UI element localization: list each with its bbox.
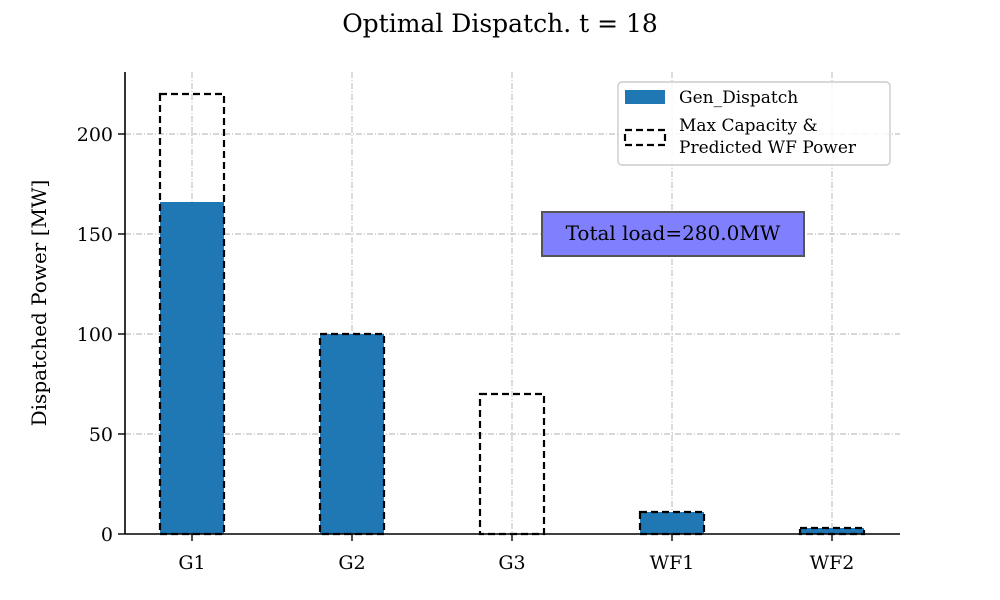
legend-label-capacity-line1: Max Capacity &	[679, 116, 818, 136]
legend-frame	[617, 81, 891, 166]
dispatch-bar	[160, 202, 224, 534]
y-axis-label: Dispatched Power [MW]	[27, 180, 51, 427]
capacity-bar	[158, 92, 226, 536]
x-tick-label: G2	[338, 552, 365, 574]
legend-swatch-dispatch	[625, 90, 665, 104]
total-load-box	[541, 211, 805, 257]
y-tick-label: 50	[89, 424, 113, 446]
chart-title: Optimal Dispatch. t = 18	[342, 9, 658, 38]
dispatch-bar	[320, 334, 384, 534]
y-tick-label: 200	[77, 124, 113, 146]
x-tick-label: G1	[178, 552, 205, 574]
y-tick-label: 100	[77, 324, 113, 346]
total-load-annotation: Total load=280.0MW	[566, 221, 781, 245]
legend-swatch-capacity	[623, 128, 667, 147]
y-tick-label: 0	[101, 524, 113, 546]
annotation-layer: Total load=280.0MW	[541, 211, 805, 257]
x-tick-label: G3	[498, 552, 525, 574]
legend-label-capacity-line2: Predicted WF Power	[679, 138, 857, 158]
x-tick-label: WF1	[650, 552, 695, 574]
dispatch-bar	[640, 512, 704, 534]
y-tick-label: 150	[77, 224, 113, 246]
x-tick-label: WF2	[810, 552, 855, 574]
bars-layer	[158, 92, 866, 536]
capacity-bar	[638, 510, 706, 536]
legend-label-dispatch: Gen_Dispatch	[679, 88, 798, 108]
axes-layer: 0 50 100 150 200 G1 G2 G3 WF1 WF2	[77, 72, 900, 574]
legend: Gen_Dispatch Max Capacity &Predicted WF P…	[617, 81, 891, 166]
dispatch-bar	[800, 528, 864, 534]
